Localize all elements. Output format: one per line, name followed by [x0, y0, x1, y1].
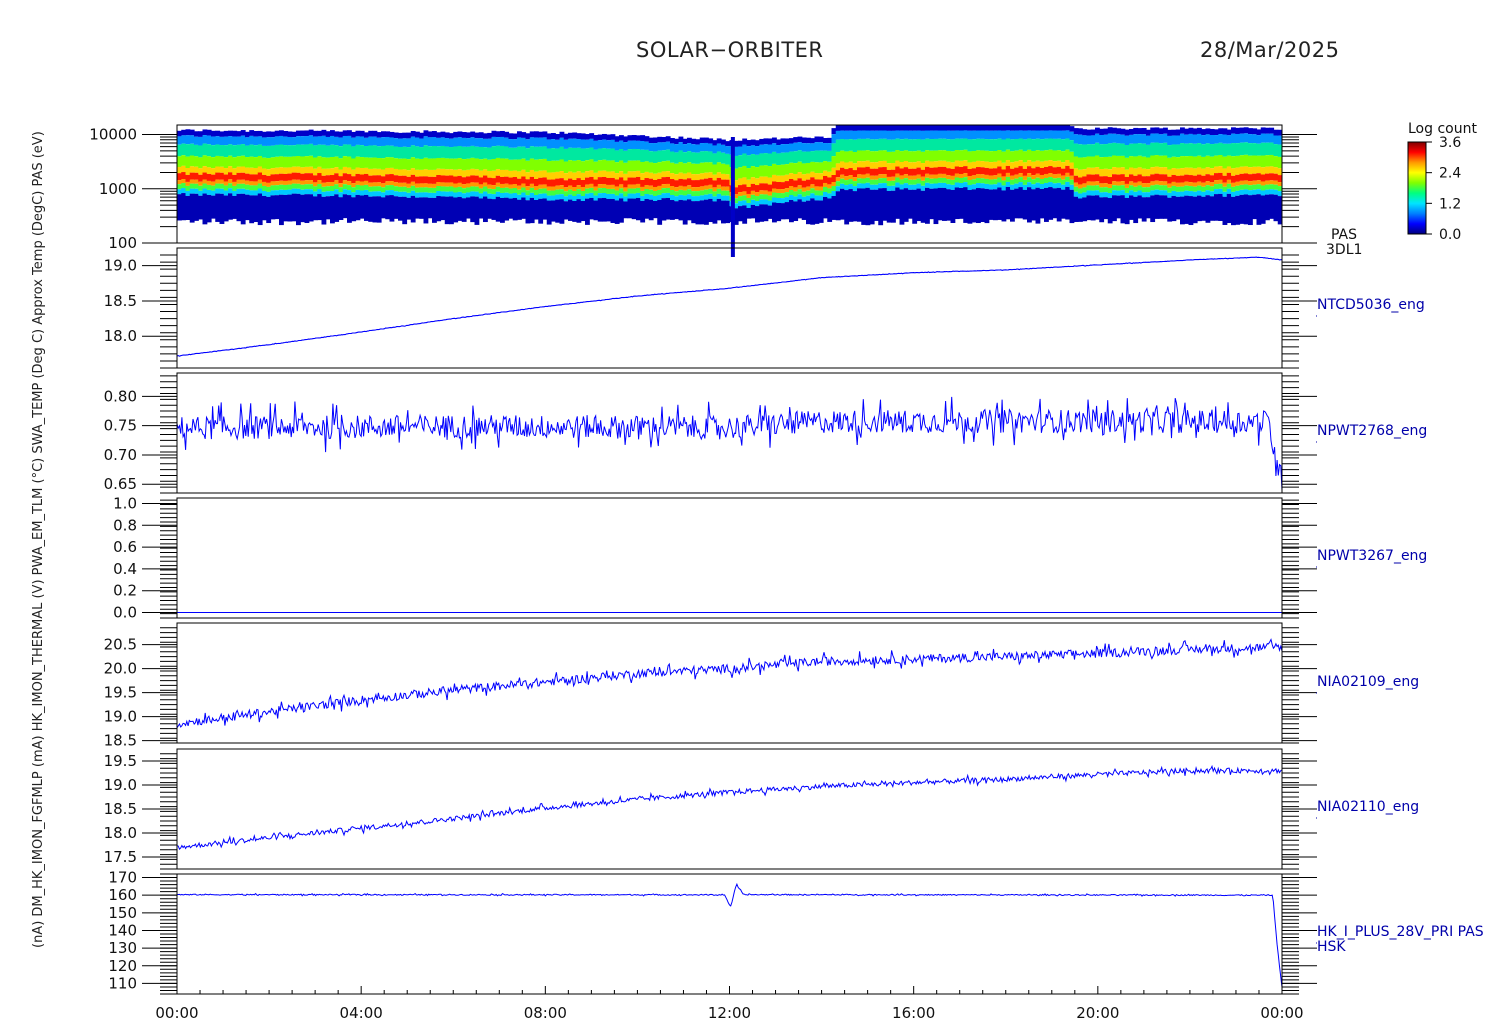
y-tick-label: 18.5: [104, 732, 137, 750]
colorbar-tick-label: 2.4: [1439, 166, 1461, 182]
colorbar-tick-label: 0.0: [1439, 227, 1461, 243]
panel-label: NIA02110_eng: [1317, 799, 1419, 815]
y-tick-label: 1000: [99, 180, 137, 198]
x-tick-label: 00:00: [155, 1004, 198, 1020]
y-tick-label: 130: [108, 939, 137, 957]
y-tick-label: 0.65: [104, 475, 137, 493]
y-tick-label: 140: [108, 921, 137, 939]
y-tick-label: 19.5: [104, 684, 137, 702]
y-tick-label: 1.0: [113, 494, 137, 512]
x-tick-label: 08:00: [524, 1004, 567, 1020]
panel-label: NIA02109_eng: [1317, 674, 1419, 690]
panel-label-2: HSK: [1317, 939, 1346, 955]
panel-nia02109-eng: 20.5 20.0 19.5 19.0 18.5 NIA02109_eng: [104, 622, 1419, 750]
panel-frame: [176, 873, 1283, 995]
x-tick-label: 12:00: [708, 1004, 751, 1020]
y-tick-label: 18.5: [104, 800, 137, 818]
series-line: [176, 882, 1283, 988]
y-tick-label: 0.2: [113, 582, 137, 600]
y-tick-label: 20.5: [104, 636, 137, 654]
panel-npwt3267-eng: 1.0 0.8 0.6 0.4 0.2 0.0 NPWT3267_eng: [113, 494, 1427, 621]
x-tick-label: 20:00: [1076, 1004, 1119, 1020]
panel-frame: [176, 497, 1283, 619]
series-line: [176, 396, 1283, 491]
colorbar-title: Log count: [1408, 121, 1477, 137]
panel-label: PAS: [1331, 227, 1357, 243]
panel-label: NTCD5036_eng: [1317, 297, 1425, 313]
panel-frame: [176, 622, 1283, 744]
mission-title: SOLAR−ORBITER: [636, 38, 824, 62]
y-tick-label: 0.70: [104, 446, 137, 464]
panel-label: NPWT2768_eng: [1317, 423, 1427, 439]
y-tick-label: 0.0: [113, 604, 137, 622]
panel-frame: [176, 748, 1283, 870]
plot-date: 28/Mar/2025: [1200, 38, 1340, 62]
panel-label: HK_I_PLUS_28V_PRI PAS: [1317, 924, 1484, 940]
time-axis: 00:00 04:00 08:00 12:00 16:00 20:00 00:00: [155, 986, 1304, 1020]
y-tick-label: 0.80: [104, 387, 137, 405]
colorbar-tick-label: 1.2: [1439, 196, 1461, 212]
series-line: [176, 764, 1283, 850]
panel-label: NPWT3267_eng: [1317, 548, 1427, 564]
y-tick-label: 18.5: [104, 292, 137, 310]
y-tick-label: 110: [108, 974, 137, 992]
y-axis-title-overlap: (nA) DM_HK_IMON_FGFMLP (mA) HK_IMON_THER…: [31, 131, 46, 948]
y-tick-label: 0.75: [104, 417, 137, 435]
y-tick-label: 19.0: [104, 708, 137, 726]
y-tick-label: 100: [108, 234, 137, 252]
panel-nia02110-eng: 19.5 19.0 18.5 18.0 17.5 NIA02110_eng: [104, 748, 1419, 870]
colorbar-tick-label: 3.6: [1439, 135, 1461, 151]
y-tick-label: 19.0: [104, 776, 137, 794]
series-line: [176, 256, 1282, 357]
y-tick-label: 17.5: [104, 848, 137, 866]
y-tick-label: 150: [108, 904, 137, 922]
panel-frame: [176, 372, 1283, 494]
x-tick-label: 16:00: [892, 1004, 935, 1020]
x-tick-label: 00:00: [1260, 1004, 1303, 1020]
y-tick-label: 120: [108, 957, 137, 975]
panel-frame: [176, 247, 1283, 369]
y-tick-label: 0.8: [113, 516, 137, 534]
y-tick-label: 19.5: [104, 752, 137, 770]
y-tick-label: 19.0: [104, 257, 137, 275]
y-tick-label: 0.4: [113, 560, 137, 578]
panel-frame: [176, 124, 1283, 244]
panel-ntcd5036-eng: 19.0 18.5 18.0 NTCD5036_eng: [104, 247, 1425, 369]
panel-npwt2768-eng: 0.80 0.75 0.70 0.65 NPWT2768_eng: [104, 372, 1427, 494]
panel-label-2: 3DL1: [1326, 242, 1362, 258]
y-tick-label: 18.0: [104, 327, 137, 345]
y-tick-label: 20.0: [104, 660, 137, 678]
y-tick-label: 170: [108, 869, 137, 887]
series-line: [176, 638, 1283, 729]
y-tick-label: 18.0: [104, 824, 137, 842]
y-tick-label: 10000: [89, 126, 137, 144]
heatmap-body: [177, 125, 1282, 226]
colorbar-scale: [1407, 141, 1427, 235]
y-tick-label: 160: [108, 886, 137, 904]
x-tick-label: 04:00: [340, 1004, 383, 1020]
y-tick-label: 0.6: [113, 538, 137, 556]
